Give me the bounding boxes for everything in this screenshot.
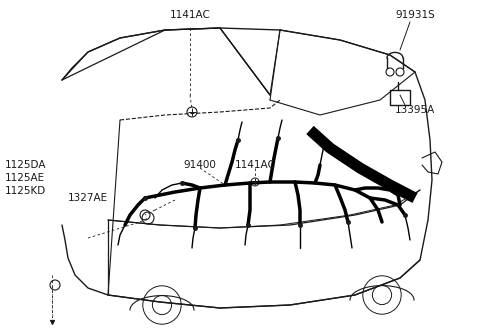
Text: 1327AE: 1327AE: [68, 193, 108, 203]
Text: 1125KD: 1125KD: [5, 186, 46, 196]
Text: 13395A: 13395A: [395, 105, 435, 115]
Text: 1141AC: 1141AC: [169, 10, 210, 20]
Text: 91400: 91400: [183, 160, 216, 170]
Text: 1125AE: 1125AE: [5, 173, 45, 183]
Text: 1125DA: 1125DA: [5, 160, 47, 170]
Text: 1141AC: 1141AC: [235, 160, 276, 170]
Text: 91931S: 91931S: [395, 10, 435, 20]
